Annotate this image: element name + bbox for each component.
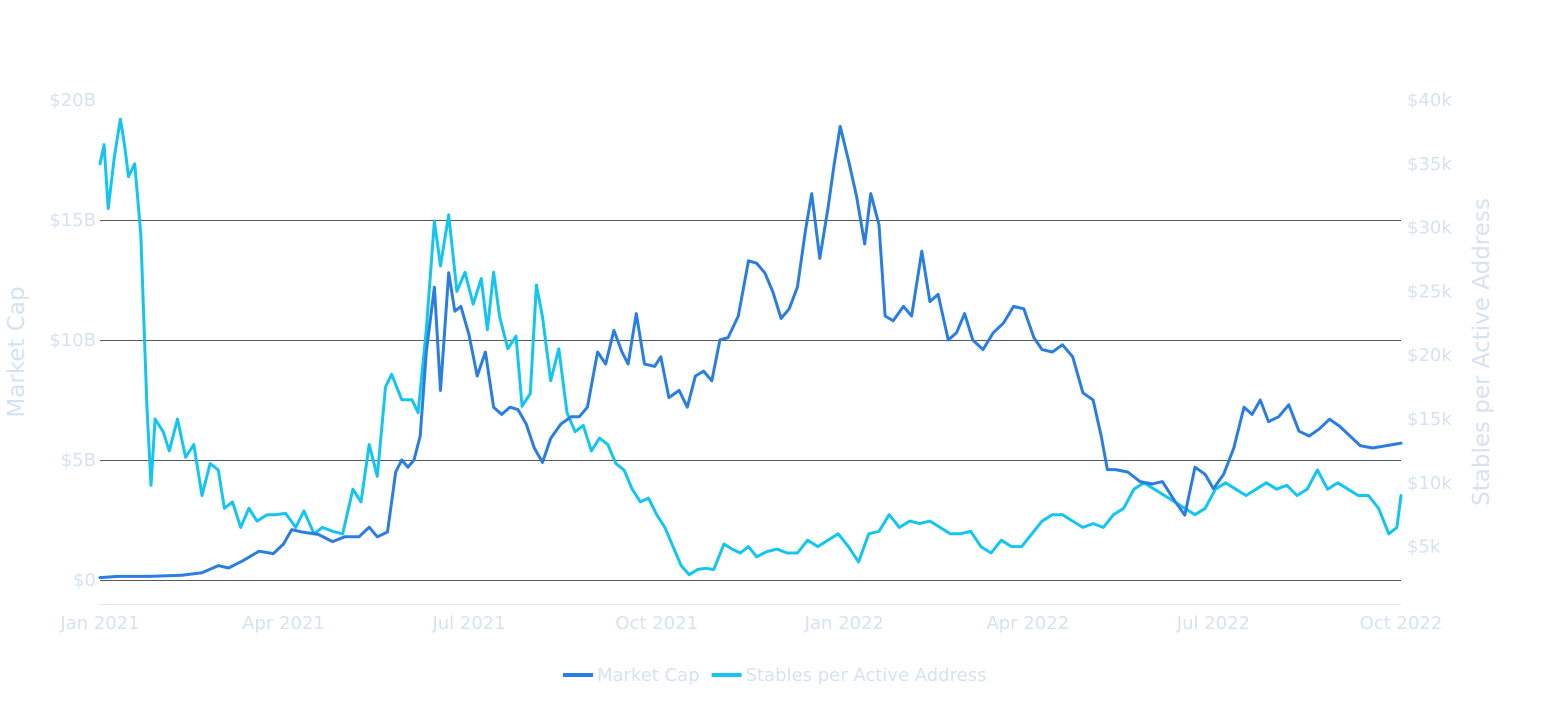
- y2-tick-label-6: $35k: [1407, 154, 1452, 175]
- legend-label-1: Stables per Active Address: [746, 665, 987, 686]
- x-tick-label-6: Jul 2022: [1176, 613, 1250, 634]
- y2-tick-label-4: $25k: [1407, 281, 1452, 302]
- y2-tick-label-7: $40k: [1407, 90, 1452, 111]
- y2-tick-label-2: $15k: [1407, 409, 1452, 430]
- y-axis-title: Market Cap: [4, 286, 30, 417]
- series-lines: [98, 117, 1403, 580]
- y2-axis-title: Stables per Active Address: [1469, 198, 1495, 506]
- x-tick-label-5: Apr 2022: [986, 613, 1069, 634]
- x-tick-label-4: Jan 2022: [804, 613, 884, 634]
- legend-item-0[interactable]: Market Cap: [563, 665, 700, 686]
- y2-tick-label-5: $30k: [1407, 218, 1452, 239]
- gridlines: [100, 220, 1401, 605]
- x-tick-label-2: Jul 2021: [431, 613, 505, 634]
- y-tick-label-4: $20B: [49, 90, 96, 111]
- y2-tick-label-0: $5k: [1407, 537, 1441, 558]
- x-tick-label-1: Apr 2021: [242, 613, 325, 634]
- legend-item-1[interactable]: Stables per Active Address: [711, 665, 987, 686]
- y-tick-label-1: $5B: [61, 450, 96, 471]
- y-tick-label-2: $10B: [49, 330, 96, 351]
- legend-label-0: Market Cap: [597, 665, 700, 686]
- y-tick-label-3: $15B: [49, 210, 96, 231]
- y-axis-left: $0 $5B $10B $15B $20B: [49, 90, 96, 591]
- y-axis-right: $5k $10k $15k $20k $25k $30k $35k $40k: [1407, 90, 1452, 558]
- x-axis: Jan 2021 Apr 2021 Jul 2021 Oct 2021 Jan 2022…: [59, 613, 1442, 634]
- series-line-1: [98, 117, 1403, 577]
- legend[interactable]: Market Cap Stables per Active Address: [563, 665, 986, 686]
- series-line-0: [98, 124, 1403, 580]
- y-tick-label-0: $0: [73, 570, 96, 591]
- y2-tick-label-3: $20k: [1407, 345, 1452, 366]
- x-tick-label-7: Oct 2022: [1360, 613, 1443, 634]
- x-tick-label-0: Jan 2021: [59, 613, 139, 634]
- x-tick-label-3: Oct 2021: [615, 613, 698, 634]
- y2-tick-label-1: $10k: [1407, 473, 1452, 494]
